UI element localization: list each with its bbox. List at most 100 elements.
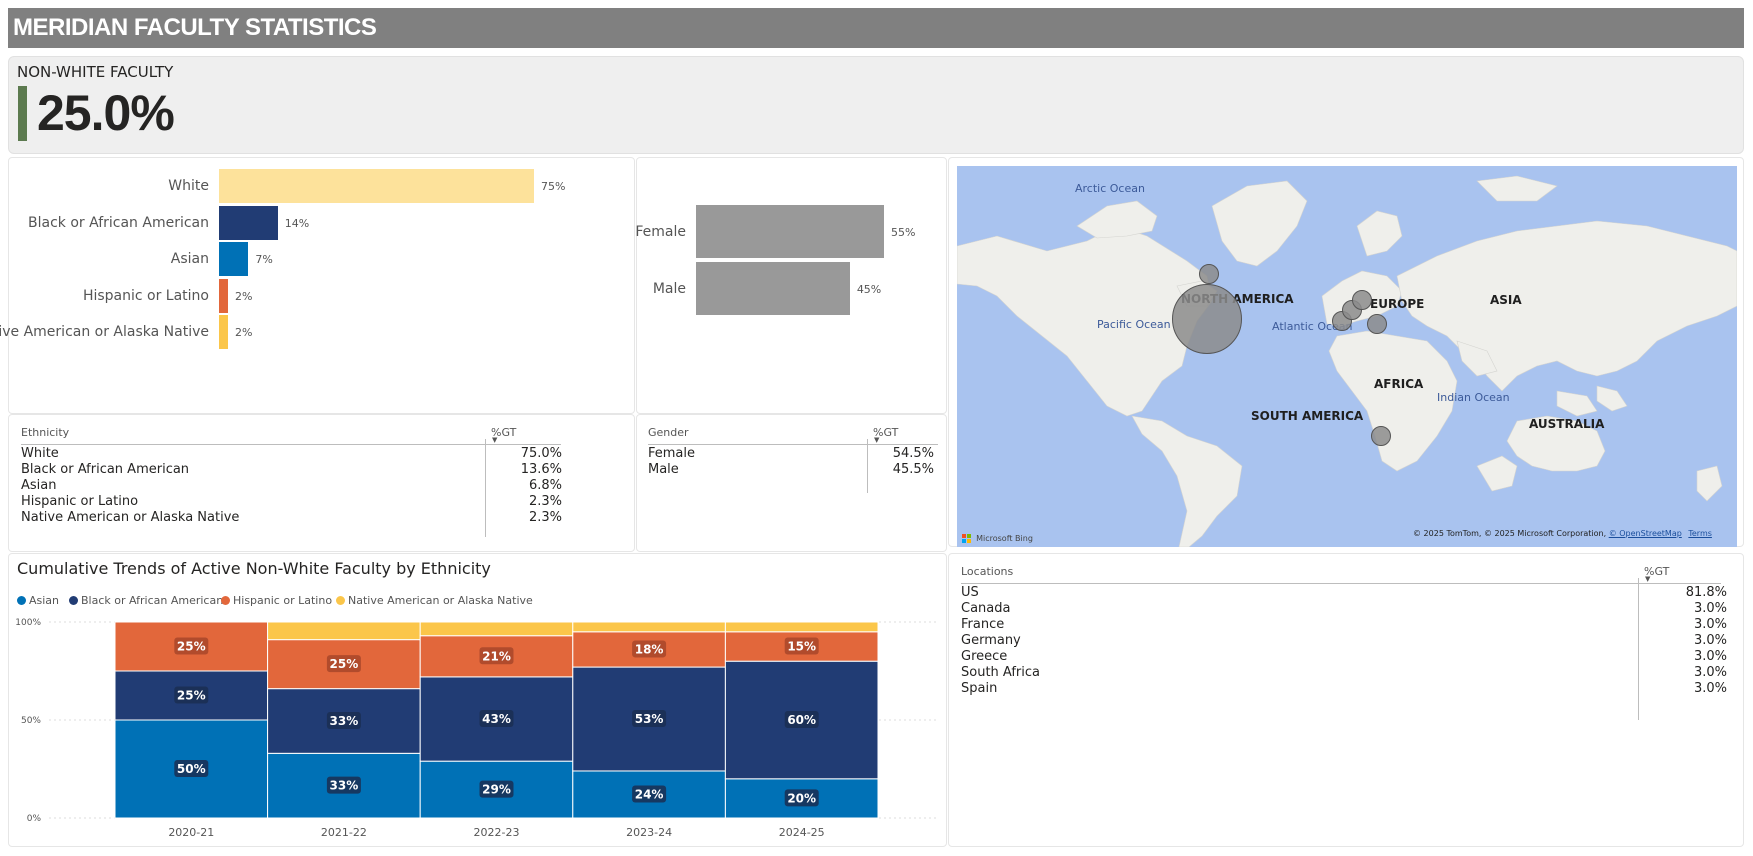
table-row[interactable]: Spain 3.0% xyxy=(949,681,1743,697)
table-row[interactable]: Female 54.5% xyxy=(637,446,946,462)
sort-desc-icon[interactable]: ▼ xyxy=(1645,575,1651,583)
data-label-background[interactable] xyxy=(632,785,667,803)
bar-segment-native-american-or-alaska-native[interactable] xyxy=(267,621,421,641)
faculty-location-map[interactable]: Arctic Ocean Pacific Ocean Atlantic Ocea… xyxy=(948,157,1744,547)
legend-item[interactable]: Hispanic or Latino xyxy=(221,594,332,607)
data-label: 21% xyxy=(482,649,511,663)
map-canvas[interactable]: Arctic Ocean Pacific Ocean Atlantic Ocea… xyxy=(957,166,1737,547)
data-label-background[interactable] xyxy=(326,655,361,673)
terms-link[interactable]: Terms xyxy=(1688,529,1712,538)
data-label: 43% xyxy=(482,712,511,726)
data-label: 25% xyxy=(177,689,206,703)
ethnicity-bar[interactable] xyxy=(219,242,249,277)
kpi-card-non-white-faculty[interactable]: NON-WHITE FACULTY 25.0% xyxy=(8,56,1744,154)
table-row[interactable]: Native American or Alaska Native 2.3% xyxy=(9,510,634,526)
data-label-background[interactable] xyxy=(632,640,667,658)
bar-label: Male xyxy=(652,280,686,297)
world-landmass xyxy=(957,175,1737,547)
x-tick-label: 2021-22 xyxy=(321,826,367,839)
sort-desc-icon[interactable]: ▼ xyxy=(874,436,880,444)
row-name: Spain xyxy=(961,681,998,696)
data-label-background[interactable] xyxy=(479,780,514,798)
row-percent: 3.0% xyxy=(1693,665,1727,680)
bar-value-label: 45% xyxy=(856,282,882,296)
legend-label: Hispanic or Latino xyxy=(233,594,333,607)
locations-table[interactable]: Locations %GT ▼ US 81.8% Canada 3.0% France 3… xyxy=(948,553,1744,847)
column-divider xyxy=(485,439,486,537)
bar-label: White xyxy=(168,178,209,194)
table-row[interactable]: France 3.0% xyxy=(949,617,1743,633)
ethnicity-bar[interactable] xyxy=(219,315,228,350)
table-row[interactable]: Canada 3.0% xyxy=(949,601,1743,617)
location-bubble-greece[interactable] xyxy=(1367,314,1387,334)
row-name: Greece xyxy=(961,649,1008,664)
legend-item[interactable]: Asian xyxy=(17,594,59,607)
data-label: 25% xyxy=(177,640,206,654)
data-label-background[interactable] xyxy=(479,710,514,728)
table-row[interactable]: Black or African American 13.6% xyxy=(9,462,634,478)
data-label-background[interactable] xyxy=(174,686,209,704)
data-label-background[interactable] xyxy=(326,711,361,729)
table-row[interactable]: Greece 3.0% xyxy=(949,649,1743,665)
location-bubble-south-africa[interactable] xyxy=(1371,426,1391,446)
bar-value-label: 75% xyxy=(541,180,566,193)
sort-desc-icon[interactable]: ▼ xyxy=(492,436,498,444)
row-percent: 3.0% xyxy=(1693,681,1727,696)
gt-col-header[interactable]: %GT xyxy=(873,426,899,439)
header-divider xyxy=(648,444,938,445)
gender-bar[interactable] xyxy=(696,205,884,258)
data-label-background[interactable] xyxy=(784,637,819,655)
ethnicity-bar[interactable] xyxy=(219,205,278,240)
y-tick-label: 100% xyxy=(15,618,41,628)
table-row[interactable]: US 81.8% xyxy=(949,585,1743,601)
column-divider xyxy=(867,439,868,493)
legend-label: Black or African American xyxy=(81,594,224,607)
bar-segment-native-american-or-alaska-native[interactable] xyxy=(572,621,726,633)
gender-bar-chart[interactable]: Female 55% Male 45% xyxy=(635,157,947,414)
gender-col-header[interactable]: Gender xyxy=(648,426,689,439)
bar-segment-native-american-or-alaska-native[interactable] xyxy=(724,621,879,633)
bar-segment-native-american-or-alaska-native[interactable] xyxy=(419,621,574,637)
data-label-background[interactable] xyxy=(784,711,819,728)
location-bubble-us[interactable] xyxy=(1172,284,1242,354)
data-label-background[interactable] xyxy=(174,760,209,777)
data-label: 33% xyxy=(330,779,359,793)
table-row[interactable]: Germany 3.0% xyxy=(949,633,1743,649)
ethnicity-bar-chart[interactable]: White 75% Black or African American 14% Asia… xyxy=(0,157,635,414)
bar-label: Female xyxy=(635,224,686,240)
gender-bar[interactable] xyxy=(696,261,850,315)
locations-col-header[interactable]: Locations xyxy=(961,565,1014,578)
table-row[interactable]: Hispanic or Latino 2.3% xyxy=(9,494,634,510)
gender-table[interactable]: Gender %GT ▼ Female 54.5% Male 45.5% xyxy=(636,414,947,552)
table-row[interactable]: Male 45.5% xyxy=(637,462,946,478)
gt-col-header[interactable]: %GT xyxy=(1644,565,1670,578)
row-name: Male xyxy=(648,462,679,477)
x-tick-label: 2024-25 xyxy=(779,826,825,839)
table-row[interactable]: South Africa 3.0% xyxy=(949,665,1743,681)
data-label-background[interactable] xyxy=(784,789,819,807)
header-divider xyxy=(21,444,561,445)
data-label-background[interactable] xyxy=(174,637,209,655)
data-label-background[interactable] xyxy=(632,710,667,728)
data-label-background[interactable] xyxy=(326,776,361,794)
table-row[interactable]: Asian 6.8% xyxy=(9,478,634,494)
ethnicity-table[interactable]: Ethnicity %GT ▼ White 75.0% Black or Afric… xyxy=(8,414,635,552)
legend-item[interactable]: Black or African American xyxy=(69,594,223,607)
row-name: Hispanic or Latino xyxy=(21,494,139,509)
location-bubble-canada[interactable] xyxy=(1199,264,1219,284)
ethnicity-bar[interactable] xyxy=(219,169,534,203)
legend-item[interactable]: Native American or Alaska Native xyxy=(336,594,533,607)
ethnicity-col-header[interactable]: Ethnicity xyxy=(21,426,70,439)
ethnicity-bar[interactable] xyxy=(219,278,228,313)
gt-col-header[interactable]: %GT xyxy=(491,426,517,439)
openstreetmap-link[interactable]: © OpenStreetMap xyxy=(1608,529,1682,538)
cumulative-trends-chart[interactable]: Cumulative Trends of Active Non-White Fa… xyxy=(8,553,947,847)
stacked-column-plot[interactable]: 0% 50% 100% 50% 25% 25% 2020-21 33% 33% 25% 2021-2… xyxy=(9,554,948,848)
location-bubble-germany[interactable] xyxy=(1352,290,1372,310)
map-attribution: © 2025 TomTom, © 2025 Microsoft Corporat… xyxy=(1413,529,1712,538)
data-label-background[interactable] xyxy=(479,647,514,665)
kpi-label: NON-WHITE FACULTY xyxy=(17,63,174,81)
table-row[interactable]: White 75.0% xyxy=(9,446,634,462)
row-name: US xyxy=(961,585,979,600)
row-percent: 2.3% xyxy=(528,494,562,509)
